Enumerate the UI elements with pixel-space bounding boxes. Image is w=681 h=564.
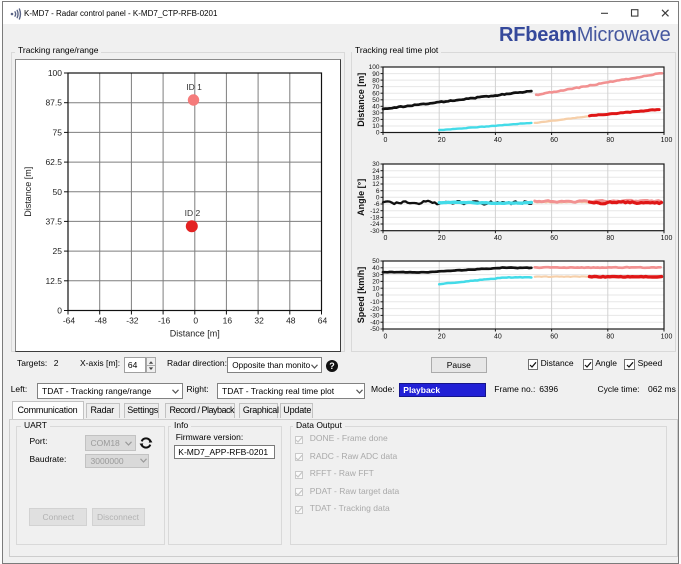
svg-text:30: 30	[372, 272, 380, 279]
svg-text:-6: -6	[374, 201, 380, 208]
svg-text:62.5: 62.5	[45, 157, 62, 167]
svg-text:0: 0	[384, 334, 388, 341]
svg-text:40: 40	[494, 137, 502, 144]
svg-text:40: 40	[494, 334, 502, 341]
svg-text:50: 50	[53, 186, 63, 196]
svg-text:Distance [m]: Distance [m]	[23, 166, 33, 216]
svg-text:Distance [m]: Distance [m]	[170, 328, 220, 338]
svg-text:100: 100	[369, 64, 380, 71]
svg-text:10: 10	[372, 123, 380, 130]
svg-text:70: 70	[372, 84, 380, 91]
svg-text:50: 50	[372, 258, 380, 265]
svg-text:20: 20	[372, 117, 380, 124]
svg-text:20: 20	[438, 235, 446, 242]
svg-text:80: 80	[372, 77, 380, 84]
svg-text:100: 100	[661, 334, 673, 341]
svg-text:80: 80	[606, 334, 614, 341]
svg-text:-12: -12	[370, 208, 380, 215]
svg-text:60: 60	[550, 137, 558, 144]
svg-text:-48: -48	[95, 315, 108, 325]
svg-text:100: 100	[661, 137, 673, 144]
svg-text:25: 25	[53, 246, 63, 256]
svg-text:-24: -24	[370, 221, 380, 228]
svg-text:60: 60	[550, 235, 558, 242]
svg-text:-32: -32	[126, 315, 139, 325]
svg-text:40: 40	[372, 104, 380, 111]
svg-text:60: 60	[550, 334, 558, 341]
svg-text:ID 2: ID 2	[185, 208, 201, 218]
svg-text:50: 50	[372, 97, 380, 104]
svg-text:100: 100	[661, 235, 673, 242]
svg-text:48: 48	[286, 315, 296, 325]
svg-text:0: 0	[376, 292, 380, 299]
svg-text:-16: -16	[158, 315, 171, 325]
svg-text:18: 18	[372, 175, 380, 182]
svg-text:40: 40	[372, 265, 380, 272]
svg-text:37.5: 37.5	[45, 216, 62, 226]
svg-text:6: 6	[376, 188, 380, 195]
svg-text:40: 40	[494, 235, 502, 242]
svg-text:-64: -64	[63, 315, 76, 325]
svg-text:Angle [°]: Angle [°]	[356, 179, 366, 216]
svg-text:32: 32	[254, 315, 264, 325]
svg-text:90: 90	[372, 71, 380, 78]
svg-text:60: 60	[372, 90, 380, 97]
svg-text:-10: -10	[370, 299, 380, 306]
svg-text:16: 16	[223, 315, 233, 325]
svg-text:80: 80	[606, 235, 614, 242]
svg-text:0: 0	[193, 315, 198, 325]
svg-text:0: 0	[376, 195, 380, 202]
svg-text:-18: -18	[370, 215, 380, 222]
svg-text:0: 0	[376, 130, 380, 137]
svg-text:ID 1: ID 1	[186, 82, 202, 92]
svg-text:0: 0	[57, 305, 62, 315]
svg-text:87.5: 87.5	[45, 97, 62, 107]
svg-text:20: 20	[438, 137, 446, 144]
svg-text:20: 20	[372, 279, 380, 286]
svg-text:12: 12	[372, 181, 380, 188]
svg-text:12.5: 12.5	[45, 275, 62, 285]
svg-text:30: 30	[372, 110, 380, 117]
svg-text:0: 0	[384, 137, 388, 144]
svg-text:-40: -40	[370, 319, 380, 326]
svg-text:0: 0	[384, 235, 388, 242]
svg-text:Distance [m]: Distance [m]	[356, 73, 366, 127]
svg-text:-30: -30	[370, 228, 380, 235]
svg-text:10: 10	[372, 285, 380, 292]
svg-text:20: 20	[438, 334, 446, 341]
svg-text:-50: -50	[370, 326, 380, 333]
svg-text:-20: -20	[370, 306, 380, 313]
svg-text:24: 24	[372, 168, 380, 175]
svg-text:Speed [km/h]: Speed [km/h]	[356, 267, 366, 324]
svg-text:64: 64	[318, 315, 328, 325]
svg-text:-30: -30	[370, 313, 380, 320]
svg-text:30: 30	[372, 161, 380, 168]
svg-text:80: 80	[606, 137, 614, 144]
svg-text:75: 75	[53, 127, 63, 137]
svg-text:100: 100	[48, 68, 62, 78]
